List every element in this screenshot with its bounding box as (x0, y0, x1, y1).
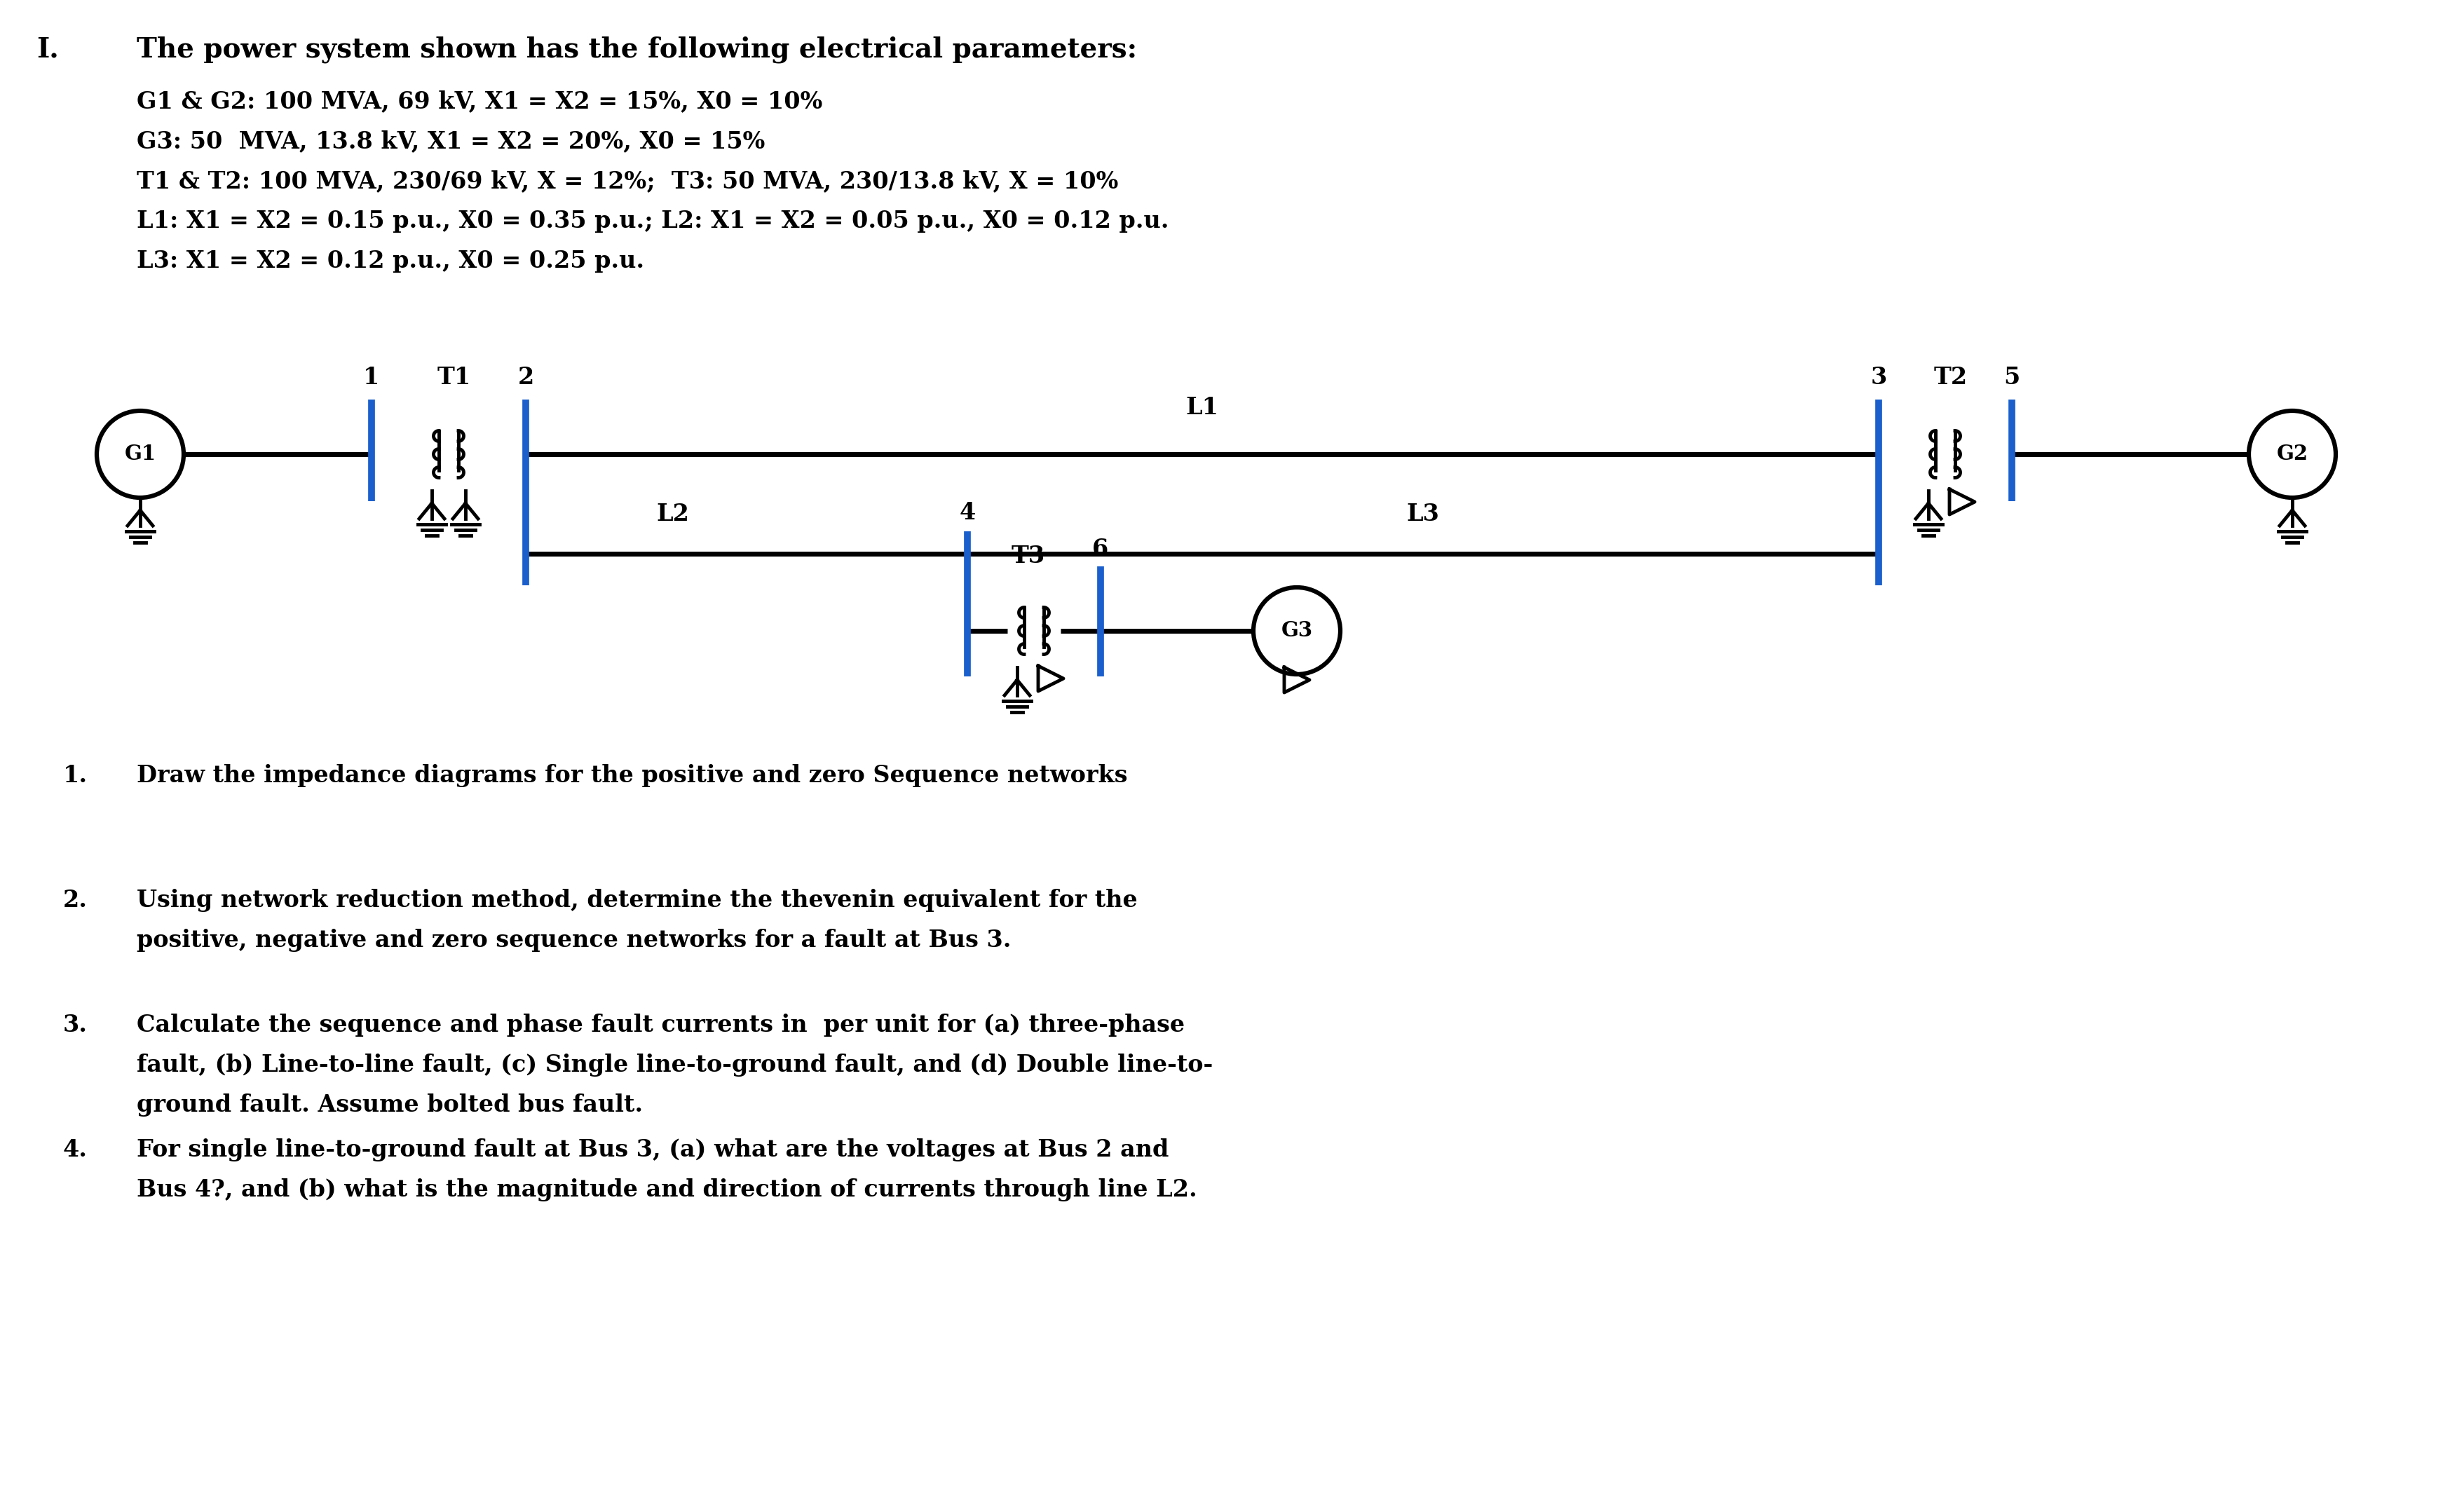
Text: T3: T3 (1010, 545, 1045, 568)
Text: G3: 50  MVA, 13.8 kV, X1 = X2 = 20%, X0 = 15%: G3: 50 MVA, 13.8 kV, X1 = X2 = 20%, X0 =… (136, 129, 764, 153)
Text: Using network reduction method, determine the thevenin equivalent for the: Using network reduction method, determin… (136, 889, 1138, 912)
Text: 4.: 4. (64, 1138, 89, 1162)
Text: L3: X1 = X2 = 0.12 p.u., X0 = 0.25 p.u.: L3: X1 = X2 = 0.12 p.u., X0 = 0.25 p.u. (136, 250, 643, 272)
Text: G2: G2 (2277, 444, 2306, 464)
Text: 3: 3 (1870, 366, 1887, 389)
Text: T2: T2 (1934, 366, 1966, 389)
Text: G1 & G2: 100 MVA, 69 kV, X1 = X2 = 15%, X0 = 10%: G1 & G2: 100 MVA, 69 kV, X1 = X2 = 15%, … (136, 89, 823, 113)
Text: 5: 5 (2003, 366, 2020, 389)
Text: 2.: 2. (64, 889, 89, 912)
Text: positive, negative and zero sequence networks for a fault at Bus 3.: positive, negative and zero sequence net… (136, 929, 1010, 953)
Text: Draw the impedance diagrams for the positive and zero Sequence networks: Draw the impedance diagrams for the posi… (136, 764, 1126, 788)
Text: 6: 6 (1092, 538, 1109, 560)
Text: For single line-to-ground fault at Bus 3, (a) what are the voltages at Bus 2 and: For single line-to-ground fault at Bus 3… (136, 1138, 1168, 1162)
Text: fault, (b) Line-to-line fault, (c) Single line-to-ground fault, and (d) Double l: fault, (b) Line-to-line fault, (c) Singl… (136, 1054, 1212, 1077)
Text: Bus 4?, and (b) what is the magnitude and direction of currents through line L2.: Bus 4?, and (b) what is the magnitude an… (136, 1178, 1198, 1201)
Text: ground fault. Assume bolted bus fault.: ground fault. Assume bolted bus fault. (136, 1094, 643, 1116)
Text: L1: X1 = X2 = 0.15 p.u., X0 = 0.35 p.u.; L2: X1 = X2 = 0.05 p.u., X0 = 0.12 p.u.: L1: X1 = X2 = 0.15 p.u., X0 = 0.35 p.u.;… (136, 210, 1168, 233)
Text: L1: L1 (1185, 397, 1217, 419)
Text: 3.: 3. (64, 1013, 89, 1037)
Text: L2: L2 (655, 502, 690, 526)
Text: 1: 1 (362, 366, 379, 389)
Text: 4: 4 (958, 501, 976, 525)
Text: L3: L3 (1407, 502, 1439, 526)
Text: Calculate the sequence and phase fault currents in  per unit for (a) three-phase: Calculate the sequence and phase fault c… (136, 1013, 1185, 1037)
Text: I.: I. (37, 37, 59, 62)
Text: G1: G1 (123, 444, 155, 464)
Text: T1 & T2: 100 MVA, 230/69 kV, X = 12%;  T3: 50 MVA, 230/13.8 kV, X = 10%: T1 & T2: 100 MVA, 230/69 kV, X = 12%; T3… (136, 169, 1119, 193)
Text: 2: 2 (517, 366, 535, 389)
Text: The power system shown has the following electrical parameters:: The power system shown has the following… (136, 37, 1136, 64)
Text: G3: G3 (1281, 621, 1313, 640)
Text: 1.: 1. (64, 764, 89, 788)
Text: T1: T1 (436, 366, 471, 389)
